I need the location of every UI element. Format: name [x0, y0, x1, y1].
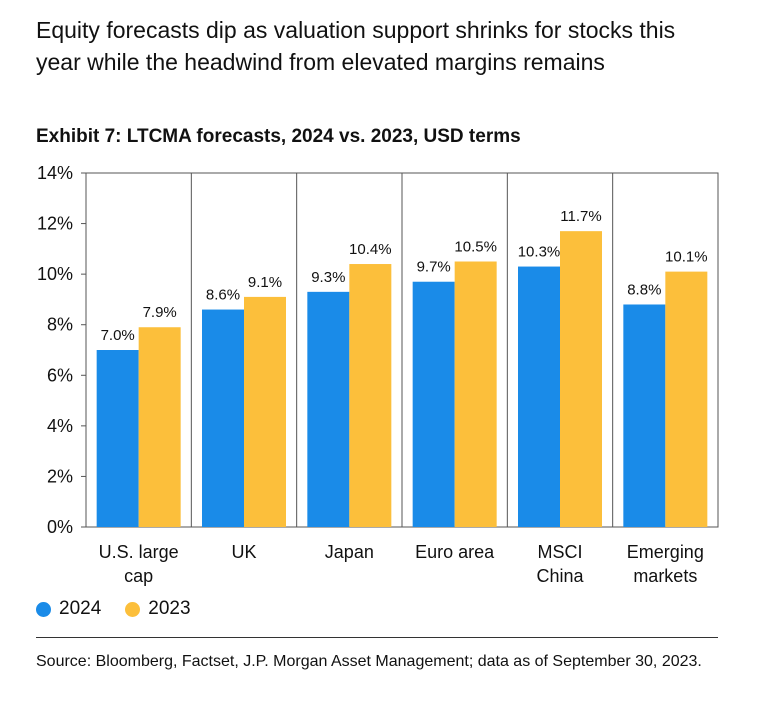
- bar-2024: [412, 281, 455, 527]
- data-label-2023: 10.1%: [665, 249, 708, 266]
- y-tick-label: 0%: [47, 517, 73, 537]
- bar-chart: 0% 2% 4% 6% 8% 10% 12% 14% 7.0% 7.9% U.S. large cap…: [37, 163, 719, 586]
- bar-2024: [96, 350, 139, 527]
- bar-2024: [307, 291, 350, 527]
- data-label-2024: 8.8%: [627, 281, 661, 298]
- x-category-label: U.S. large: [99, 542, 179, 562]
- y-tick-label: 8%: [47, 315, 73, 335]
- legend-item-2024: 2024: [36, 598, 101, 620]
- data-label-2024: 7.0%: [101, 327, 135, 344]
- y-tick-label: 12%: [37, 214, 73, 234]
- legend-label-2023: 2023: [148, 598, 191, 619]
- bar-2024: [623, 304, 666, 527]
- divider: [36, 637, 718, 638]
- x-category-label: Emerging: [627, 542, 704, 562]
- bar-2023: [138, 327, 181, 527]
- y-tick-label: 10%: [37, 264, 73, 284]
- data-label-2023: 9.1%: [248, 274, 282, 291]
- x-category-label: Euro area: [415, 542, 495, 562]
- data-label-2023: 11.7%: [560, 208, 601, 225]
- bar-2024: [518, 266, 560, 527]
- y-tick-label: 4%: [47, 416, 73, 436]
- data-label-2023: 7.9%: [143, 304, 177, 321]
- x-category-label: cap: [124, 566, 153, 586]
- y-tick-label: 14%: [37, 163, 73, 183]
- source-note: Source: Bloomberg, Factset, J.P. Morgan …: [36, 653, 702, 670]
- data-label-2024: 9.3%: [311, 269, 345, 286]
- legend-swatch-2023: [125, 601, 141, 617]
- x-category-label: China: [536, 566, 584, 586]
- x-category-label: markets: [633, 566, 697, 586]
- headline: Equity forecasts dip as valuation suppor…: [36, 17, 676, 75]
- bar-2023: [244, 296, 286, 527]
- y-tick-label: 2%: [47, 466, 73, 486]
- bar-2023: [560, 231, 602, 527]
- x-category-label: MSCI: [538, 542, 583, 562]
- bar-2024: [202, 309, 244, 527]
- legend-swatch-2024: [36, 601, 51, 617]
- legend-item-2023: 2023: [125, 598, 191, 620]
- data-label-2023: 10.5%: [454, 239, 497, 256]
- data-label-2024: 9.7%: [417, 259, 451, 276]
- x-category-label: UK: [231, 542, 256, 562]
- x-category-label: Japan: [325, 542, 374, 562]
- data-label-2024: 10.3%: [518, 244, 561, 261]
- legend-label-2024: 2024: [59, 598, 102, 619]
- legend: 2024 2023: [36, 598, 191, 620]
- data-label-2024: 8.6%: [206, 287, 240, 304]
- bar-2023: [454, 261, 497, 527]
- bar-2023: [665, 271, 708, 527]
- chart-subtitle: Exhibit 7: LTCMA forecasts, 2024 vs. 202…: [36, 126, 521, 147]
- y-tick-label: 6%: [47, 365, 73, 385]
- data-label-2023: 10.4%: [349, 241, 392, 258]
- bar-2023: [349, 264, 392, 527]
